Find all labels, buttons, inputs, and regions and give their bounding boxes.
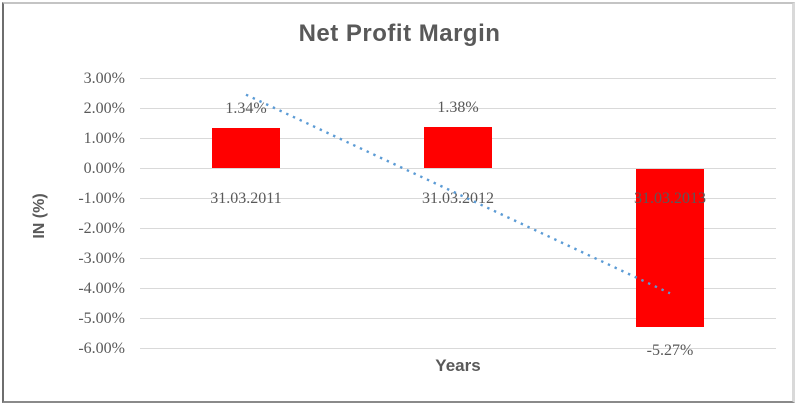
y-tick-label: -2.00% [78,219,125,237]
data-label: -5.27% [646,341,694,359]
chart-title: Net Profit Margin [298,20,501,47]
y-tick-label: 2.00% [83,99,125,117]
gridline [140,348,776,349]
category-label: 31.03.2011 [210,189,282,207]
y-tick-label: -5.00% [78,309,125,327]
data-label: 1.38% [437,99,479,117]
y-tick-label: -1.00% [78,189,125,207]
y-tick-label: -3.00% [78,249,125,267]
category-label: 31.03.2012 [422,189,494,207]
data-label: 1.34% [225,100,267,118]
gridline [140,318,776,319]
bar-31.03.2012 [424,127,492,169]
y-tick-label: -4.00% [78,279,125,297]
y-tick-label: 1.00% [83,129,125,147]
y-tick-label: 0.00% [83,159,125,177]
bar-31.03.2011 [212,128,280,169]
gridline [140,78,776,79]
y-tick-label: 3.00% [83,69,125,87]
x-axis-title: Years [435,356,481,375]
y-tick-label: -6.00% [78,339,125,357]
category-label: 31.03.2013 [634,189,706,207]
